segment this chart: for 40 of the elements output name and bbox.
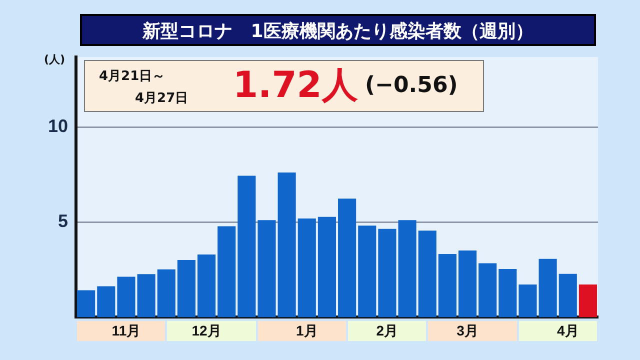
bar <box>398 220 416 318</box>
x-tick-label: 3月 <box>456 322 478 338</box>
x-tick-label: 2月 <box>376 322 398 338</box>
bar <box>117 276 136 318</box>
annotation: 4月27日 <box>135 90 188 107</box>
bar <box>278 172 296 318</box>
bar <box>518 284 537 318</box>
bar <box>137 274 156 318</box>
annotation: (−0.56) <box>365 72 458 100</box>
bar <box>258 220 276 318</box>
bar <box>318 216 336 318</box>
y-tick-label: 5 <box>58 211 68 232</box>
annotation: 4月21日～ <box>99 68 166 85</box>
bar <box>498 268 517 318</box>
bar <box>77 290 96 318</box>
y-axis-title: (人) <box>44 52 66 67</box>
bar <box>438 254 456 318</box>
bar <box>578 284 597 318</box>
bar <box>358 226 376 318</box>
bar <box>558 274 577 318</box>
x-tick-label: 1月 <box>296 322 318 338</box>
bar <box>197 254 216 318</box>
bar <box>338 198 356 318</box>
annotation: 1.72人 <box>233 65 358 107</box>
bar <box>478 263 497 318</box>
bar <box>298 218 316 318</box>
bar <box>97 286 116 318</box>
bar <box>418 230 436 318</box>
x-tick-label: 11月 <box>112 322 141 338</box>
y-tick-label: 10 <box>48 116 68 136</box>
bar <box>157 269 176 318</box>
bar <box>378 228 396 318</box>
x-tick-label: 4月 <box>556 322 579 338</box>
bar <box>538 258 557 318</box>
bar <box>218 226 236 318</box>
bar <box>177 260 196 318</box>
x-tick-label: 12月 <box>192 322 222 338</box>
bar <box>238 176 256 318</box>
chart-title: 新型コロナ 1医療機関あたり感染者数（週別） <box>80 14 596 46</box>
bar <box>458 250 477 318</box>
